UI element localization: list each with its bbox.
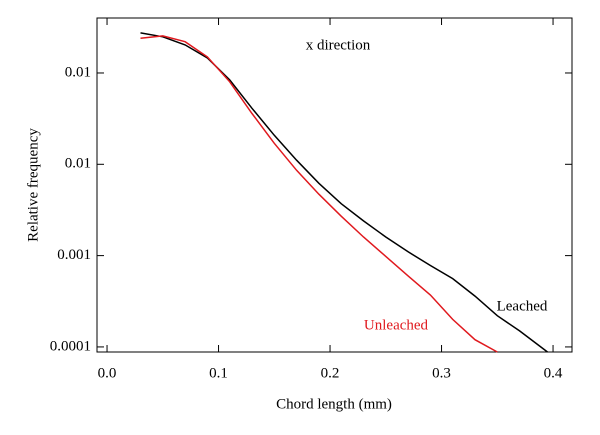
series-line [140,35,498,353]
x-tick-label: 0.1 [209,365,228,381]
x-axis-label: Chord length (mm) [276,396,392,412]
y-tick-label: 0.01 [65,156,91,172]
x-tick-label: 0.0 [98,365,117,381]
series-label: Unleached [364,317,429,333]
x-tick-label: 0.2 [321,365,340,381]
series-line [140,32,548,353]
y-tick-label: 0.01 [65,64,91,80]
annotation: x direction [306,37,371,53]
series-label: Leached [497,298,548,314]
plot-frame [96,17,573,353]
y-axis-label: Relative frequency [25,128,41,242]
x-tick-label: 0.4 [544,365,563,381]
y-tick-label: 0.001 [57,247,91,263]
y-tick-label: 0.0001 [50,338,91,354]
x-tick-label: 0.3 [432,365,451,381]
